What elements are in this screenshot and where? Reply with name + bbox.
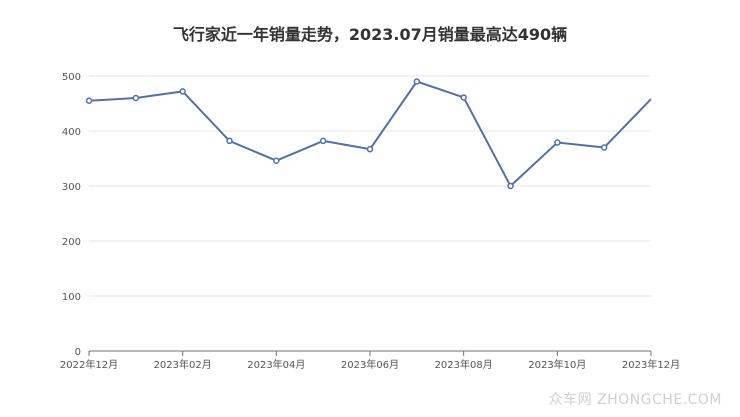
point-layer [85,78,608,190]
series-layer [88,80,652,187]
data-point [600,144,608,151]
x-tick-label: 2022年12月 [60,358,118,371]
y-tick-label: 300 [62,182,81,193]
x-tick-label: 2023年06月 [341,358,399,371]
y-tick-label: 0 [75,347,81,358]
data-point [85,97,93,104]
x-tick-label: 2023年10月 [528,358,586,371]
label-layer: 0 100 200 300 400 500 2022年12月 2023年02月 2023年04月… [60,72,680,371]
data-point [554,139,561,146]
series-line [88,80,652,187]
y-tick-label: 400 [62,127,81,138]
x-tick-label: 2023年12月 [622,358,680,371]
data-point [366,145,374,153]
data-point [460,94,467,101]
chart-title: 飞行家近一年销量走势，2023.07月销量最高达490辆 [172,25,568,44]
x-tick-label: 2023年02月 [154,358,212,371]
axis-layer [88,350,652,356]
data-point [413,78,421,85]
grid-layer [89,75,651,297]
data-point [273,157,280,164]
data-point [132,94,140,102]
y-tick-label: 500 [62,72,81,83]
data-point [319,137,327,145]
y-tick-label: 200 [62,237,81,248]
x-tick-label: 2023年04月 [247,358,305,371]
data-point [179,88,186,95]
data-point [507,182,514,190]
x-tick-label: 2023年08月 [435,358,493,371]
watermark-text: 众车网 ZHONGCHE.COM [548,392,722,408]
y-tick-label: 100 [62,292,81,303]
data-point [226,137,233,145]
